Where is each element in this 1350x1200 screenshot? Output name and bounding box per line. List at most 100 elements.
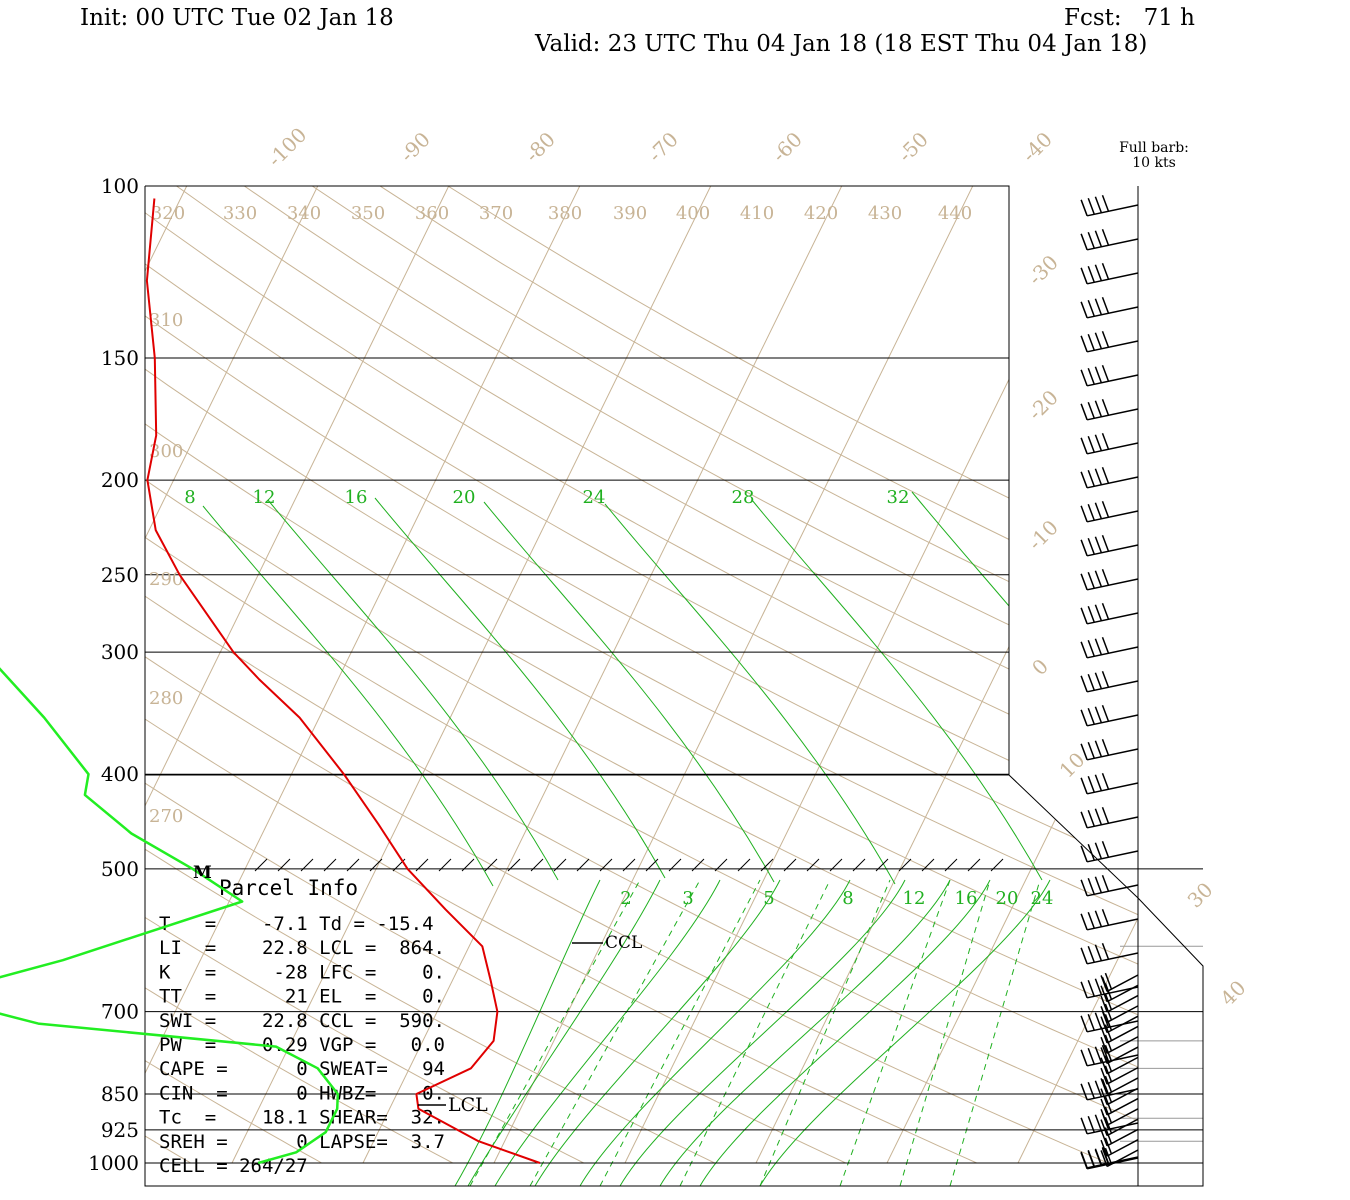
wind-barb-staff [1106,1128,1139,1147]
hatch-mark-500 [714,858,728,872]
wind-barb-flag [1087,776,1095,793]
wind-barb-flag [1104,1075,1113,1093]
wind-barb-flag [1101,399,1110,416]
wind-barb-flag [1101,671,1110,688]
wind-barb-flag [1080,369,1088,387]
wind-barb-flag [1101,535,1110,552]
wind-barb-flag [1087,980,1095,997]
wind-barb-flag [1104,1127,1113,1144]
parcel-info-panel: Parcel Info T = -7.1 Td = -15.4LI = 22.8… [159,876,445,1177]
mixing-ratio-label: 16 [345,487,368,508]
pressure-label-925: 925 [101,1118,139,1142]
hatch-mark-500 [990,858,1004,872]
parcel-info-row: PW = 0.29 VGP = 0.0 [159,1034,445,1056]
wind-barb-staff [1086,238,1139,251]
wind-barb-flag [1101,773,1110,790]
wind-barb-staff [1106,1077,1139,1096]
wind-barb-flag [1080,845,1088,863]
wind-barb-flag [1094,842,1103,860]
upper-frame [145,185,1010,776]
wind-barb-staff [1086,816,1139,829]
wind-barb-staff [1086,986,1139,999]
theta-label: 400 [676,203,710,224]
wind-barb-staff [1086,306,1139,319]
wind-barb [1100,1055,1139,1075]
wind-barb-flag [1087,198,1095,215]
wind-barb-staff [1106,1025,1139,1044]
mixing-ratio-label: 2 [620,888,631,909]
wind-barb [1100,1137,1139,1157]
moist-adiabat-curve [759,879,1051,1186]
isotherm-label: -70 [643,127,683,167]
wind-barb-flag [1080,675,1088,693]
wind-barb-flag [1094,740,1103,758]
wind-barb-staff [1106,1046,1139,1065]
wind-barb-flag [1087,742,1095,759]
wind-barb-staff [1086,1088,1139,1101]
wind-barb-staff [1106,1097,1139,1116]
theta-label: 280 [149,688,183,709]
wind-barb-flag [1094,604,1103,622]
hatch-mark-500 [507,858,521,872]
init-time-label: Init: 00 UTC Tue 02 Jan 18 [80,5,394,31]
wind-barb [1080,467,1139,489]
temperature-profile-line [145,198,541,1164]
wind-barb-staff [1086,1122,1139,1135]
wind-barb-staff [1086,680,1139,693]
wind-barb-flag [1101,195,1110,212]
wind-barb-flag [1104,1034,1113,1052]
wind-barb-flag [1101,1045,1110,1062]
wind-barb-staff [1086,884,1139,897]
wind-barb-staff [1106,1036,1139,1054]
pressure-label-500: 500 [101,857,139,881]
theta-label: 330 [223,203,257,224]
hatch-mark-500 [461,858,475,872]
wind-barb-flag [1080,811,1088,829]
wind-barb [1080,841,1139,863]
moist-adiabat-curve [619,879,906,1186]
wind-barb-flag [1101,467,1110,484]
wind-barb-staff [1086,714,1139,727]
mixing-ratio-curve [374,497,666,879]
theta-label: 340 [287,203,321,224]
hatch-mark-500 [553,858,567,872]
hatch-mark-500 [530,858,544,872]
wind-barb [1080,535,1139,557]
wind-barb-flag [1094,196,1103,214]
isotherm-label: -90 [395,127,435,167]
isotherm-label: 0 [1027,654,1053,680]
wind-barb-staff [1086,510,1139,523]
wind-barb-flag [1101,943,1110,960]
wind-barb-flag [1080,1049,1088,1067]
wind-barb-flag [1101,637,1110,654]
wind-barb [1080,501,1139,523]
mixing-ratio-dashed-line [529,879,701,1186]
valid-time-label: Valid: 23 UTC Thu 04 Jan 18 (18 EST Thu … [535,31,1148,57]
wind-barb-flag [1080,777,1088,795]
sounding-annotations: LCL CCL M [193,863,642,1116]
parcel-info-row: T = -7.1 Td = -15.4 [159,913,434,935]
wind-barb-staff [1086,1020,1139,1033]
wind-barb-flag [1087,1048,1095,1065]
dewpoint-profile-line [0,667,340,1165]
hatch-mark-500 [415,858,429,872]
isotherm-label: -100 [263,123,312,172]
wind-barb-flag [1080,301,1088,319]
hatch-mark-500 [576,858,590,872]
wind-barb-flag [1087,470,1095,487]
wind-barb-flag [1100,1119,1108,1136]
pressure-label-1000: 1000 [88,1151,139,1175]
mixing-ratio-curve [751,499,1043,881]
wind-barb-flag [1094,468,1103,486]
wind-barb-staff [1086,952,1139,965]
wind-barb [1100,1044,1139,1065]
wind-barb-staff [1086,544,1139,557]
wind-barb-flag [1080,641,1088,659]
wind-barb-staff [1106,1015,1139,1034]
wind-barb [1080,875,1139,897]
wind-barb-flag [1100,1057,1108,1075]
wind-barb-flag [1094,774,1103,792]
wind-barb-flag [1094,876,1103,894]
moist-adiabat-curve [699,879,991,1186]
wind-barb-flag [1100,1139,1108,1157]
